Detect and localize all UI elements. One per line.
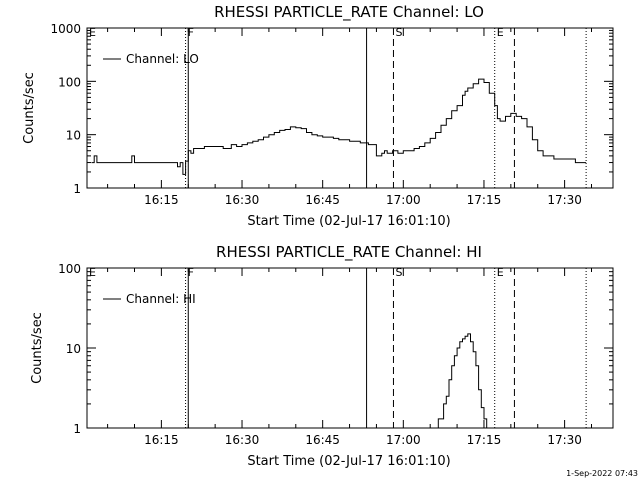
axes: 16:15 16:30 16:45 17:00 17:15 17:30 1 10 100: [58, 262, 614, 447]
time-marker-label: F: [188, 26, 194, 39]
series-line: [91, 78, 587, 175]
y-axis-label: Counts/sec: [30, 312, 45, 384]
time-marker-label: E: [89, 26, 96, 39]
time-marker-label: S: [395, 266, 402, 279]
legend: Channel: LO: [103, 52, 199, 66]
x-tick-label: 16:45: [305, 193, 340, 207]
chart-title: RHESSI PARTICLE_RATE Channel: HI: [216, 243, 482, 262]
axes: 16:15 16:30 16:45 17:00 17:15 17:30 1 10 100 1000: [50, 22, 614, 207]
y-tick-label: 1000: [50, 22, 81, 36]
chart-panel-hi: RHESSI PARTICLE_RATE Channel: HI Start T…: [30, 243, 614, 469]
x-axis-label: Start Time (02-Jul-17 16:01:10): [247, 454, 450, 469]
x-tick-label: 17:00: [386, 433, 421, 447]
time-marker-label: E: [497, 266, 504, 279]
time-marker-label: E: [89, 266, 96, 279]
time-marker-label: E: [497, 26, 504, 39]
legend-label: Channel: LO: [126, 52, 199, 66]
y-tick-label: 10: [66, 129, 81, 143]
x-tick-label: 17:15: [467, 433, 502, 447]
y-tick-label: 100: [58, 262, 81, 276]
series-line: [435, 333, 488, 428]
time-marker-label: S: [395, 26, 402, 39]
y-tick-label: 1: [73, 182, 81, 196]
y-axis-label: Counts/sec: [22, 72, 37, 144]
x-axis-label: Start Time (02-Jul-17 16:01:10): [247, 214, 450, 229]
series-group: [435, 333, 488, 428]
series-group: [91, 78, 587, 175]
x-tick-label: 16:30: [225, 193, 260, 207]
x-tick-label: 17:30: [547, 433, 582, 447]
x-tick-label: 17:30: [547, 193, 582, 207]
x-tick-label: 16:45: [305, 433, 340, 447]
chart-title: RHESSI PARTICLE_RATE Channel: LO: [214, 3, 484, 22]
y-tick-label: 100: [58, 75, 81, 89]
y-tick-label: 1: [73, 422, 81, 436]
chart-panel-lo: RHESSI PARTICLE_RATE Channel: LO Start T…: [22, 3, 614, 229]
x-tick-label: 16:15: [144, 193, 179, 207]
x-tick-label: 17:00: [386, 193, 421, 207]
legend: Channel: HI: [103, 292, 196, 306]
y-tick-label: 10: [66, 342, 81, 356]
x-tick-label: 17:15: [467, 193, 502, 207]
time-marker-label: F: [188, 266, 194, 279]
x-tick-label: 16:15: [144, 433, 179, 447]
legend-label: Channel: HI: [126, 292, 196, 306]
x-tick-label: 16:30: [225, 433, 260, 447]
footer-timestamp: 1-Sep-2022 07:43: [566, 469, 638, 478]
